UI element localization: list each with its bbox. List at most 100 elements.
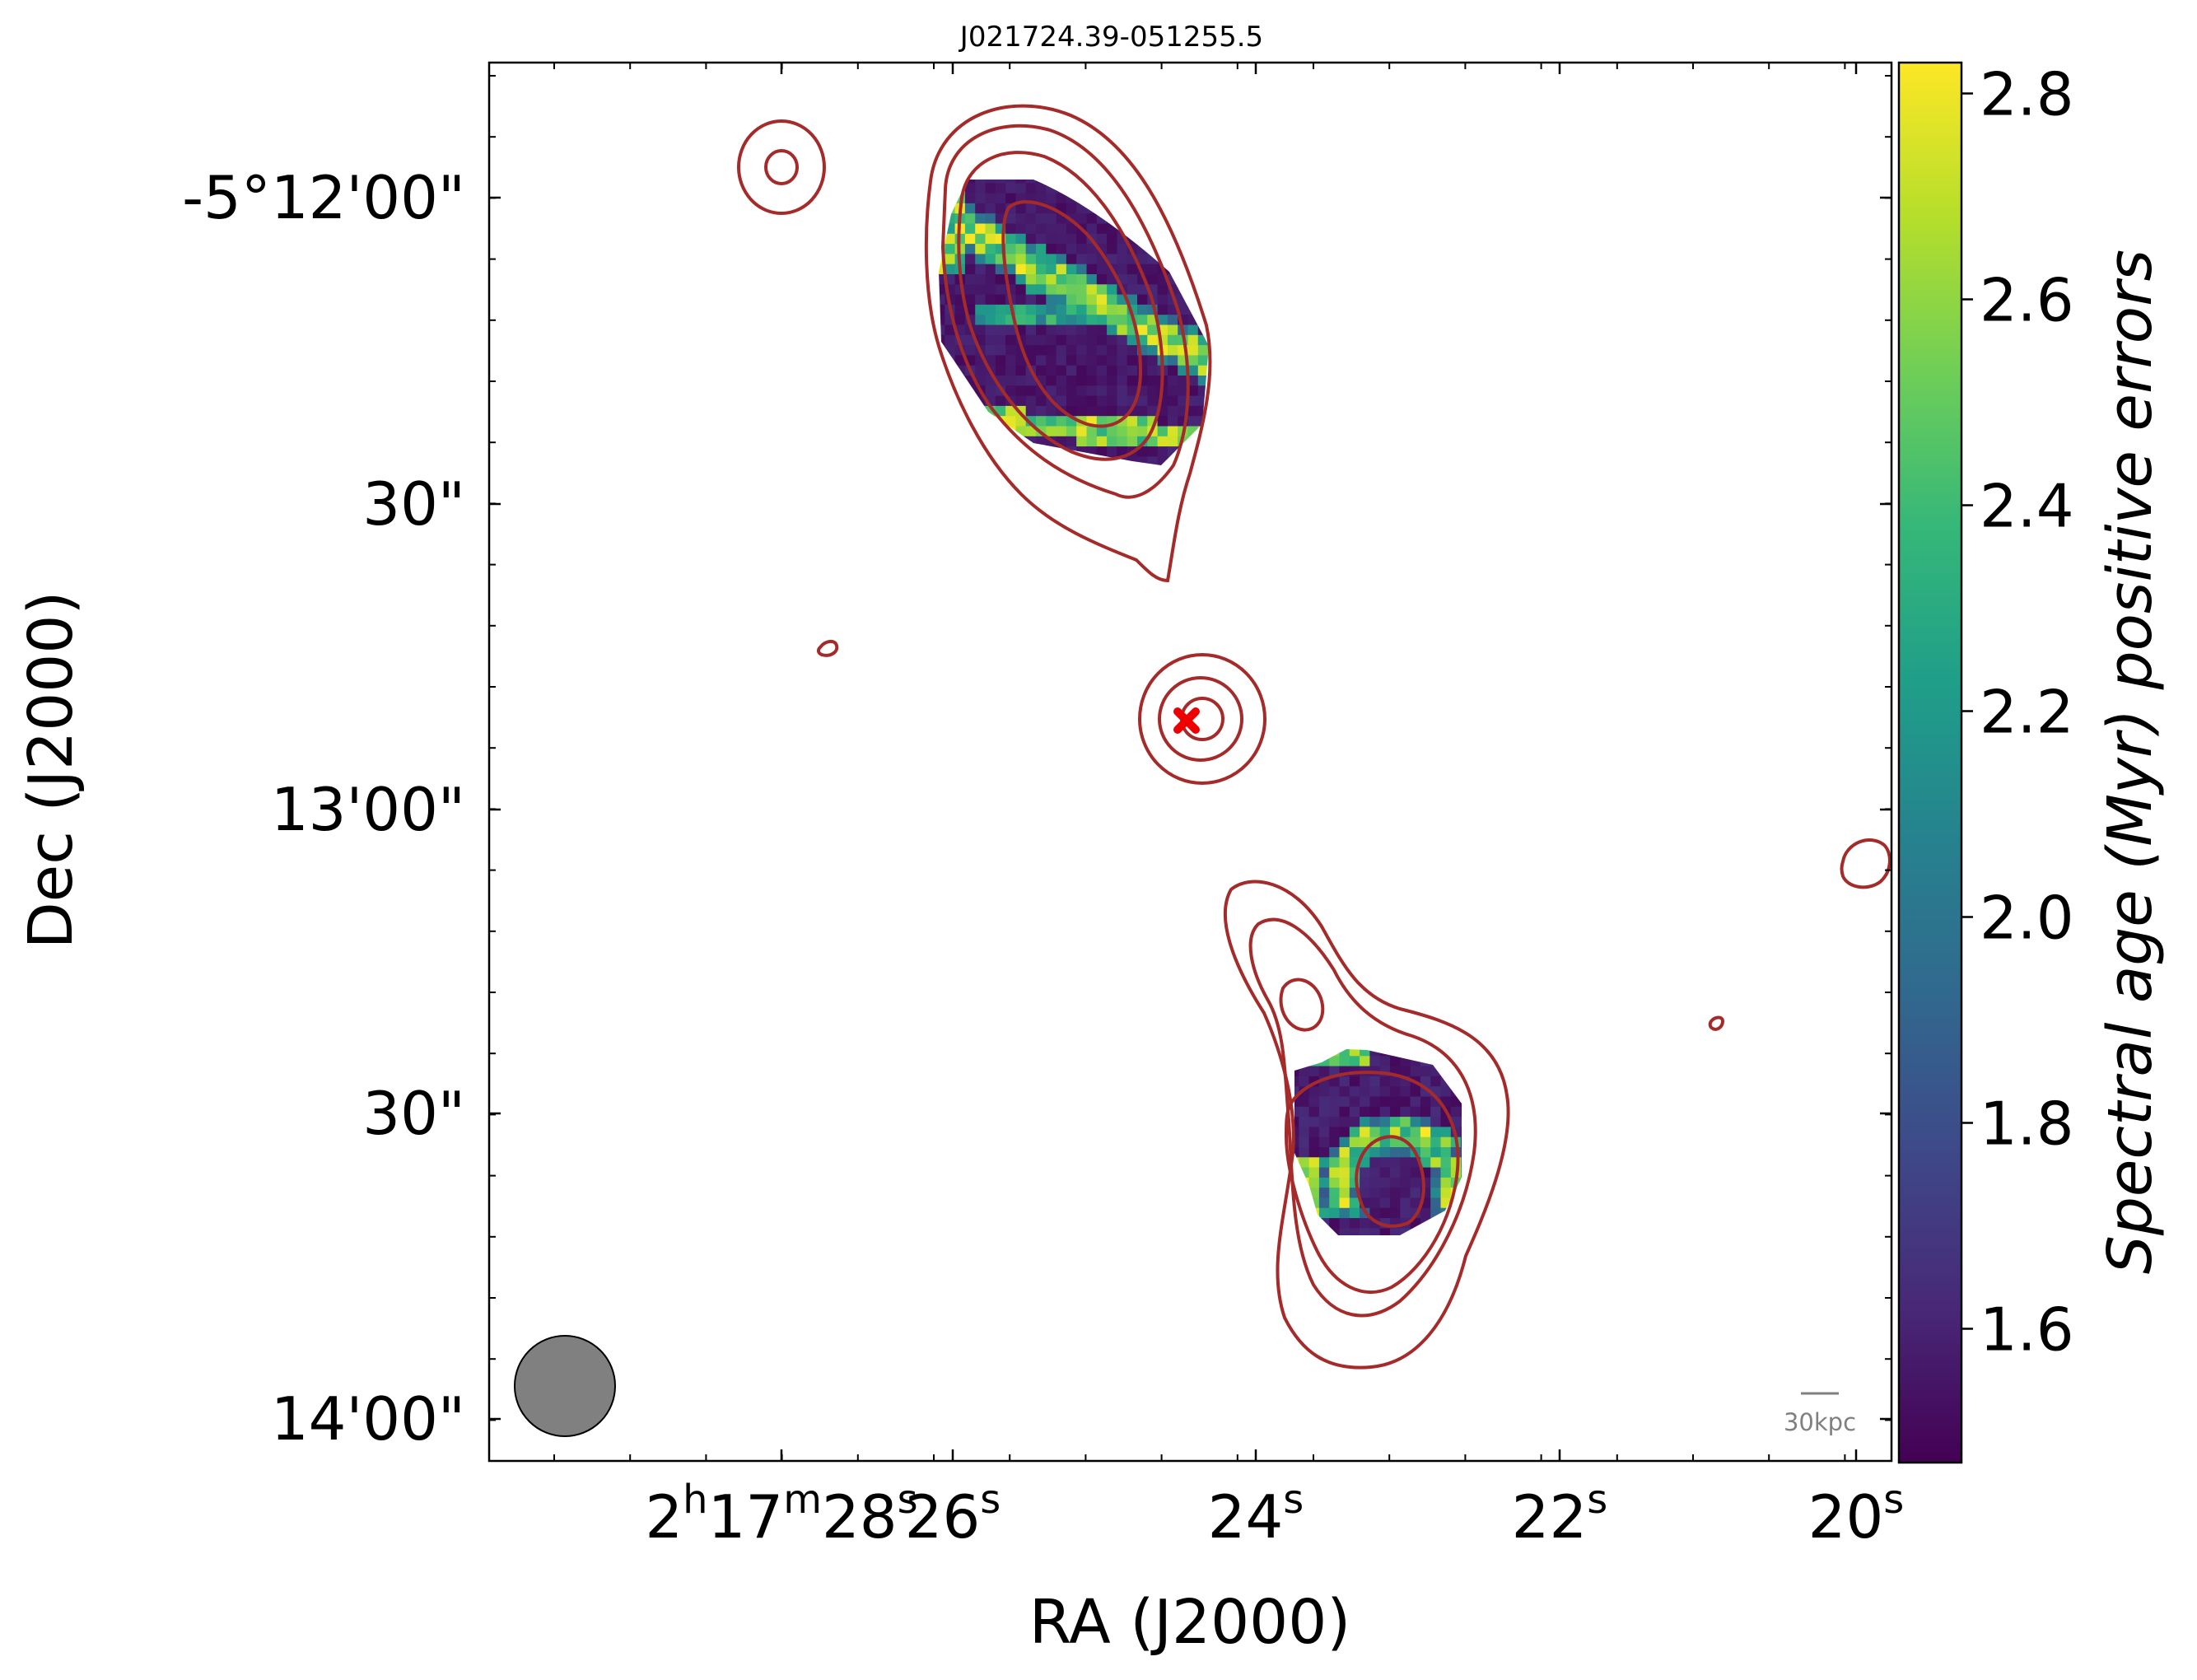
contour-group [737,104,1891,1370]
heatmap-cell [1127,467,1138,478]
heatmap-cell [1178,304,1189,315]
heatmap-cell [985,416,996,427]
heatmap-cell [1294,1049,1299,1057]
heatmap-cell [1318,1086,1330,1098]
heatmap-cell [1178,376,1189,386]
heatmap-cell [1036,233,1047,245]
heatmap-cell [1066,436,1077,447]
heatmap-cell [985,203,996,214]
heatmap-cell [1379,1167,1391,1178]
heatmap-cell [1208,203,1209,214]
colorbar-tick-label: 2.6 [1980,266,2074,335]
heatmap-cell [1390,1188,1401,1199]
heatmap-cell [995,355,1006,366]
heatmap-cell [1005,324,1016,336]
heatmap-cell [1308,1147,1320,1158]
heatmap-cell [1137,405,1148,417]
heatmap-cell [1167,376,1178,386]
heatmap-cell [1329,1207,1341,1219]
colorbar-tick-label: 2.2 [1980,678,2074,747]
heatmap-cell [1056,180,1067,184]
heatmap-cell [1420,1096,1431,1108]
heatmap-cell [1066,395,1077,407]
heatmap-cell [1066,244,1077,254]
heatmap-cell [975,304,987,315]
heatmap-cell [954,315,966,326]
heatmap-cell [1036,274,1047,285]
heatmap-cell [1339,1096,1350,1108]
heatmap-cell [1197,446,1209,457]
heatmap-cell [1440,1076,1452,1087]
heatmap-cell [939,180,945,184]
heatmap-cell [1400,1177,1411,1188]
heatmap-cell [945,334,956,346]
heatmap-cell [1126,426,1138,437]
heatmap-cell [1390,1239,1401,1249]
heatmap-cell [1015,315,1027,326]
heatmap-cell [975,365,987,376]
heatmap-cell [1360,1106,1370,1118]
heatmap-cell [1167,355,1178,366]
heatmap-cell [954,355,966,366]
heatmap-cell [1076,395,1088,407]
heatmap-cell [1066,365,1077,376]
heatmap-cell [1379,1096,1391,1108]
heatmap-cell [1157,233,1168,245]
heatmap-cell [1096,274,1108,285]
heatmap-cell [1107,294,1117,306]
heatmap-cell [1086,223,1098,235]
heatmap-cell [1349,1106,1360,1118]
heatmap-cell [1369,1049,1381,1057]
heatmap-cell [1294,1117,1299,1127]
heatmap-cell [1086,334,1098,346]
heatmap-cell [1015,203,1027,214]
heatmap-cell [1117,355,1128,366]
heatmap-cell [1126,274,1138,285]
heatmap-cell [1390,1106,1401,1118]
heatmap-cell [1208,315,1209,326]
heatmap-cell [1430,1117,1442,1127]
heatmap-cell [1294,1147,1299,1158]
heatmap-cell [1208,294,1209,306]
heatmap-cell [1117,324,1128,336]
heatmap-cell [1086,385,1098,397]
heatmap-cell [1360,1188,1370,1199]
heatmap-cell [1046,385,1057,397]
heatmap-cell [1107,233,1117,245]
heatmap-cell [1026,467,1037,478]
heatmap-cell [1025,233,1037,245]
heatmap-cell [945,244,956,254]
heatmap-cell [1025,416,1037,427]
heatmap-cell [1197,345,1209,356]
heatmap-cell [1005,416,1016,427]
heatmap-cell [1400,1049,1411,1057]
heatmap-cell [1056,355,1067,366]
heatmap-north-lobe [939,180,1209,478]
heatmap-cell [1299,1188,1310,1199]
heatmap-cell [1208,324,1209,336]
heatmap-cell [1025,294,1037,306]
heatmap-cell [1056,376,1067,386]
colorbar-tick-label: 2.4 [1980,472,2074,541]
heatmap-cell [1046,183,1057,194]
heatmap-cell [1137,426,1148,437]
heatmap-cell [1187,223,1199,235]
heatmap-cell [1096,376,1108,386]
heatmap-cell [1117,405,1128,417]
heatmap-cell [1025,385,1037,397]
heatmap-cell [1126,264,1138,275]
heatmap-cell [1126,345,1138,356]
heatmap-cell [1308,1188,1320,1199]
heatmap-cell [1005,180,1016,184]
heatmap-cell [1015,467,1026,478]
heatmap-cell [1308,1177,1320,1188]
contour-blob-small [816,640,839,657]
heatmap-cell [1086,284,1098,296]
heatmap-cell [1137,324,1148,336]
heatmap-cell [1197,244,1209,254]
heatmap-cell [1410,1177,1421,1188]
heatmap-cell [1025,345,1037,356]
heatmap-cell [1450,1096,1462,1108]
heatmap-cell [1005,334,1016,346]
x-tick-label: 20s [1808,1477,1905,1552]
